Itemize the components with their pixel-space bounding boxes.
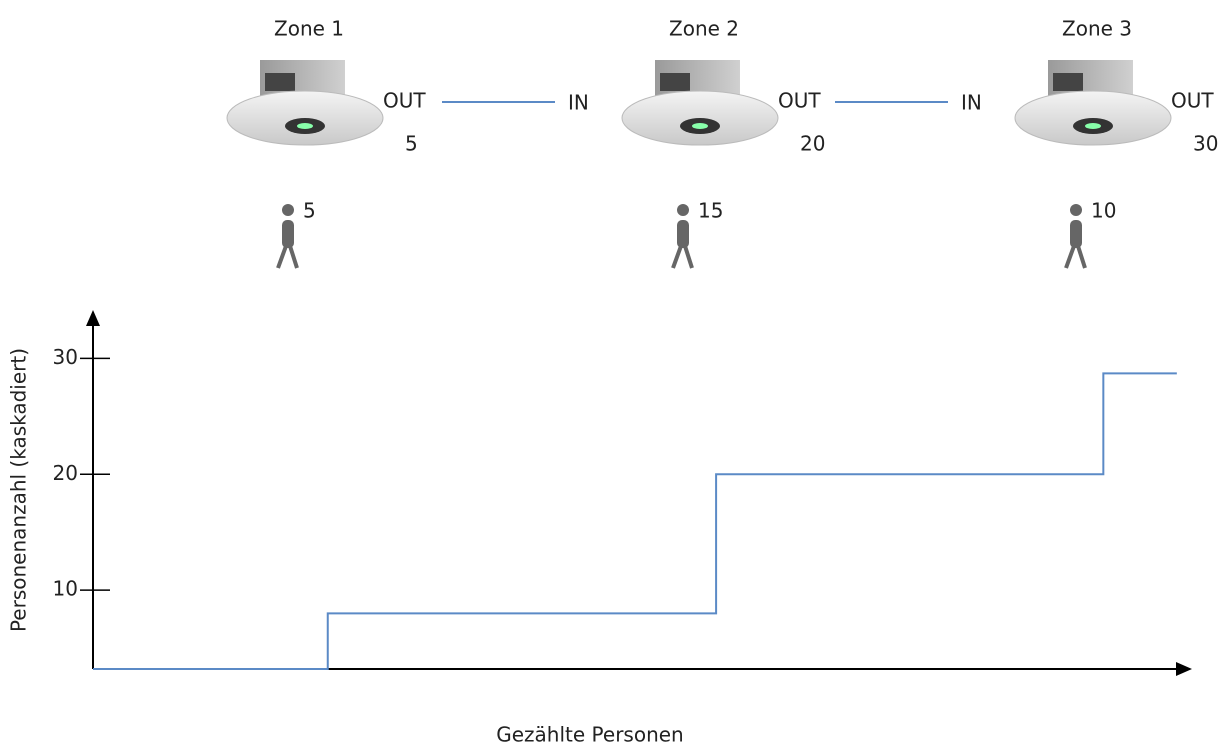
people-count: 15	[698, 199, 723, 223]
zones: Zone 1 OUT 5 5 Zone 2 OUT 20 IN 15 Zone 3 OUT 30 IN 1…	[226, 17, 1218, 270]
out-label: OUT	[1171, 89, 1214, 113]
zone-title: Zone 1	[274, 17, 344, 41]
sensor	[1014, 59, 1172, 146]
y-tick-label: 30	[53, 345, 78, 369]
y-tick-label: 10	[53, 577, 78, 601]
out-label: OUT	[383, 89, 426, 113]
y-axis-label: Personenanzahl (kaskadiert)	[7, 348, 31, 632]
person-icon	[276, 202, 299, 270]
step-line	[93, 372, 1177, 670]
in-label: IN	[568, 91, 589, 115]
in-label: IN	[961, 91, 982, 115]
y-tick-label: 20	[53, 461, 78, 485]
sensor	[226, 59, 384, 146]
y-arrow	[86, 310, 100, 326]
out-value: 5	[405, 132, 418, 156]
out-value: 30	[1193, 132, 1218, 156]
person-icon	[1064, 202, 1087, 270]
zone-title: Zone 2	[669, 17, 739, 41]
x-arrow	[1176, 662, 1192, 676]
person-icon	[671, 202, 694, 270]
sensor	[621, 59, 779, 146]
people-count: 5	[303, 199, 316, 223]
out-value: 20	[800, 132, 825, 156]
zone-title: Zone 3	[1062, 17, 1132, 41]
out-label: OUT	[778, 89, 821, 113]
chart: 10 20 30 Personenanzahl (kaskadiert) Gezählt…	[7, 310, 1192, 746]
x-axis-label: Gezählte Personen	[496, 723, 683, 746]
people-count: 10	[1091, 199, 1116, 223]
